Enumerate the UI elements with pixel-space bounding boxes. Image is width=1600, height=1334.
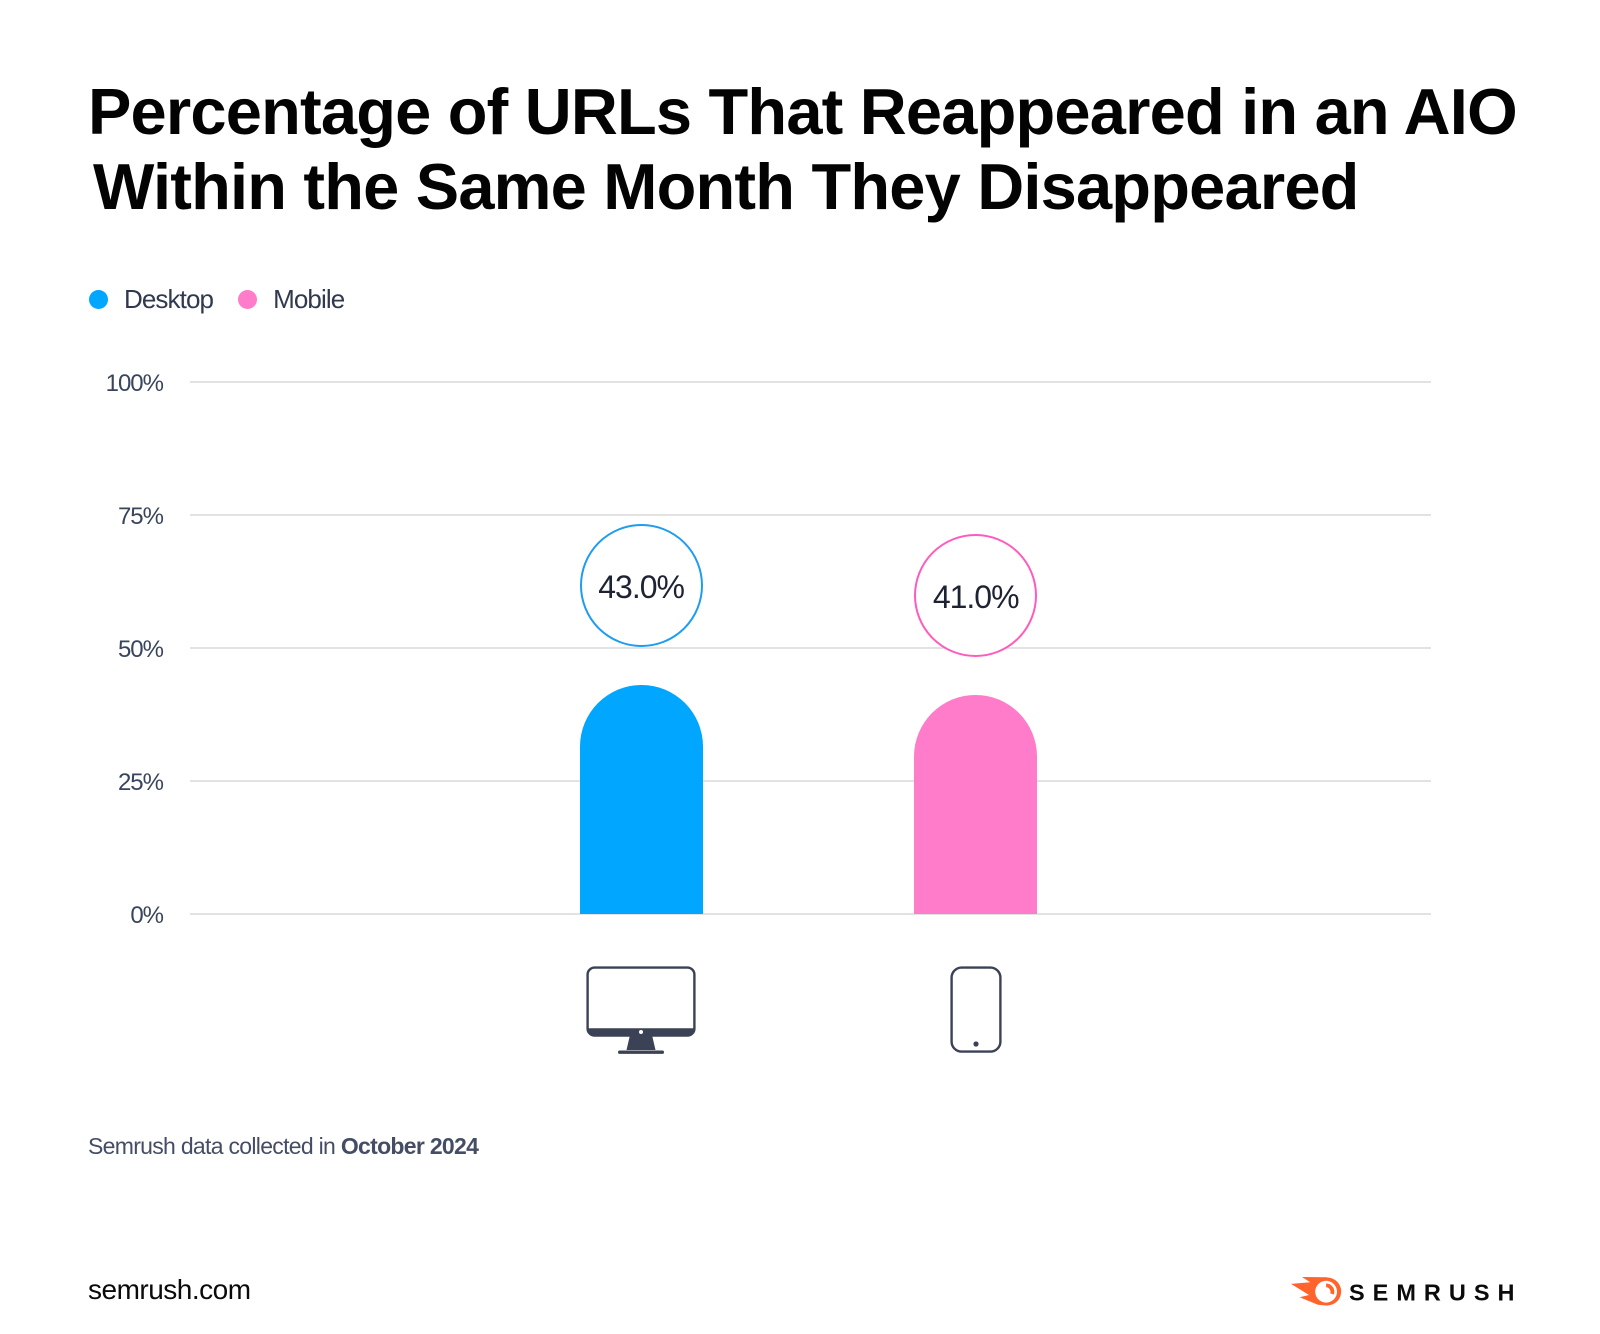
svg-text:SEMRUSH: SEMRUSH [1349,1279,1521,1305]
